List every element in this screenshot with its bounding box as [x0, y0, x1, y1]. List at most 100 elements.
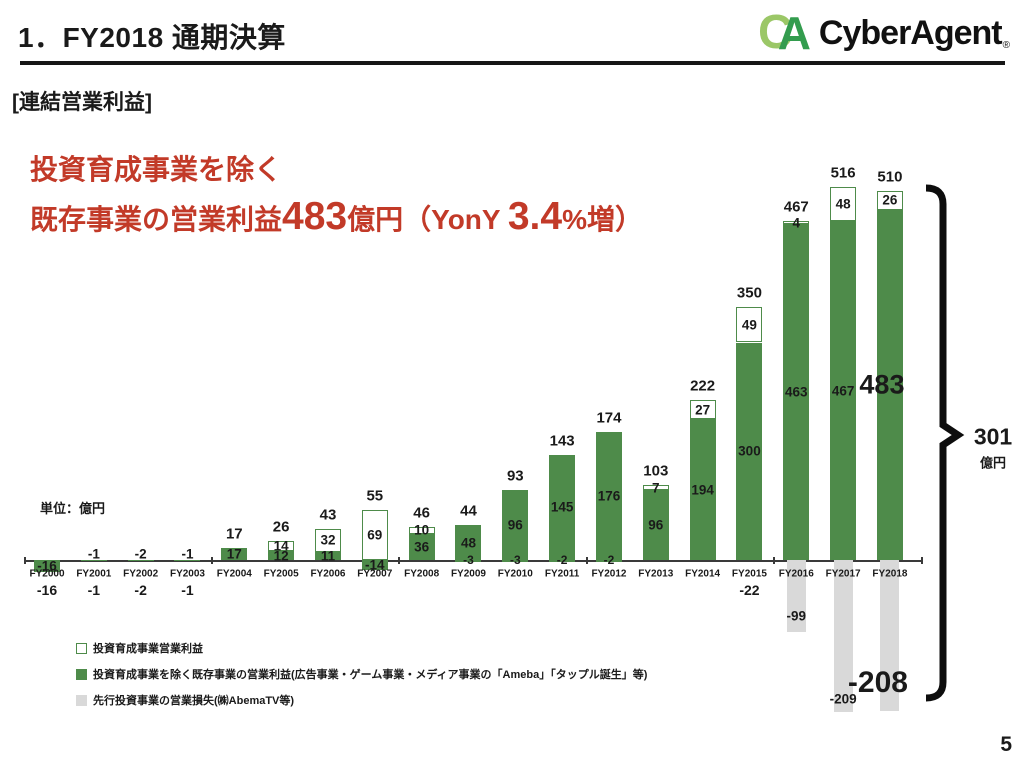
bar-invest-FY2017 — [830, 186, 857, 222]
label-year-FY2011: FY2011 — [544, 568, 580, 580]
bar-existing-FY2000 — [34, 560, 60, 572]
label-year-FY2000: FY2000 — [29, 568, 65, 580]
legend-item-existing: 投資育成事業を除く既存事業の営業利益(広告事業・ゲーム事業・メディア事業の「Am… — [76, 666, 647, 682]
axis-tick — [921, 557, 923, 564]
label-year-FY2006: FY2006 — [310, 568, 346, 580]
label-invest-FY2012: -2 — [603, 553, 615, 567]
bar-invest-FY2009 — [455, 560, 482, 563]
bar-existing-FY2013 — [642, 490, 669, 560]
label-existing-FY2005: 12 — [273, 548, 289, 564]
label-existing-FY2018: 483 — [859, 369, 905, 400]
page-title: 1．FY2018 通期決算 — [18, 22, 286, 53]
bar-lead-FY2016 — [786, 560, 806, 632]
label-lead-FY2016: -99 — [786, 608, 807, 624]
bar-existing-FY2009 — [455, 525, 482, 560]
bar-existing-FY2015 — [736, 342, 763, 560]
label-invest-FY2006: 32 — [320, 532, 336, 548]
label-year-FY2014: FY2014 — [685, 568, 721, 580]
bar-invest-FY2018 — [876, 190, 903, 210]
label-existing-FY2002: -2 — [134, 546, 147, 562]
bar-existing-FY2016 — [783, 224, 810, 560]
legend-swatch-existing-icon — [76, 668, 87, 680]
label-total-FY2014: 222 — [690, 377, 716, 395]
label-invest-FY2010: -3 — [509, 553, 521, 567]
bar-invest-FY2016 — [783, 221, 810, 225]
label-invest-FY2005: 14 — [273, 538, 289, 554]
bar-invest-FY2015 — [736, 306, 763, 343]
label-lead-FY2018: -208 — [847, 665, 908, 699]
bar-invest-FY2005 — [268, 541, 295, 552]
label-year-FY2012: FY2012 — [591, 568, 627, 580]
label-total-FY2001: -1 — [87, 582, 101, 598]
label-invest-FY2017: 48 — [835, 196, 851, 212]
highlight-line1: 投資育成事業を除く — [30, 154, 283, 185]
label-total-FY2009: 44 — [460, 502, 477, 520]
bar-existing-FY2005 — [268, 551, 295, 560]
label-total-FY2010: 93 — [506, 467, 524, 485]
bar-invest-FY2014 — [689, 399, 716, 420]
legend-swatch-invest-icon — [76, 642, 87, 654]
bar-existing-FY2006 — [314, 552, 341, 560]
label-year-FY2002: FY2002 — [123, 568, 159, 580]
label-lead-FY2017: -209 — [829, 691, 857, 707]
label-invest-FY2011: -2 — [556, 553, 568, 567]
label-year-FY2007: FY2007 — [357, 568, 393, 580]
label-year-FY2004: FY2004 — [216, 568, 252, 580]
label-invest-FY2014: 27 — [695, 402, 711, 418]
label-total-FY2017: 516 — [830, 164, 856, 182]
section-label: [連結営業利益] — [12, 91, 152, 114]
highlight-line2: 既存事業の営業利益483億円（YonY 3.4%増） — [30, 192, 643, 243]
highlight-prefix: 既存事業の営業利益 — [30, 204, 283, 236]
legend-item-invest: 投資育成事業営業利益 — [76, 640, 647, 656]
axis-tick — [398, 557, 401, 564]
bar-invest-FY2012 — [595, 560, 622, 562]
label-total-FY2003: -1 — [181, 582, 194, 598]
label-invest-FY2015: 49 — [741, 317, 757, 333]
bar-existing-FY2011 — [549, 454, 576, 560]
label-total-FY2000: -16 — [36, 582, 58, 598]
unit-note: 単位：億円 — [40, 501, 106, 516]
label-year-FY2008: FY2008 — [404, 568, 440, 580]
bar-invest-FY2013 — [642, 485, 669, 491]
label-total-FY2008: 46 — [413, 504, 430, 522]
logo-monogram-a-icon: A — [777, 7, 811, 59]
label-invest-FY2016: 4 — [792, 215, 801, 231]
highlight-suffix: %増） — [562, 204, 643, 236]
label-year-FY2018: FY2018 — [872, 568, 908, 580]
bar-invest-FY2007 — [361, 509, 388, 560]
label-existing-FY2015: 300 — [738, 443, 761, 459]
bar-existing-FY2007 — [361, 560, 388, 571]
bar-existing-FY2001 — [80, 560, 107, 561]
highlight-value-483: 483 — [282, 195, 348, 239]
label-total-FY2012: 174 — [596, 409, 622, 427]
label-total-FY2005: 26 — [272, 518, 290, 536]
highlight-mid: 億円（YonY — [347, 204, 508, 236]
label-existing-FY2013: 96 — [648, 517, 664, 533]
summary-bracket — [925, 184, 965, 702]
bar-existing-FY2010 — [502, 490, 529, 560]
label-year-FY2003: FY2003 — [169, 568, 205, 580]
label-year-FY2005: FY2005 — [263, 568, 299, 580]
label-existing-FY2014: 194 — [691, 482, 714, 498]
label-existing-FY2003: -1 — [181, 546, 194, 562]
legend: 投資育成事業営業利益 投資育成事業を除く既存事業の営業利益(広告事業・ゲーム事業… — [76, 640, 647, 718]
label-existing-FY2016: 463 — [785, 384, 808, 400]
logo-monogram-c-icon: C — [758, 6, 793, 59]
label-existing-FY2012: 176 — [597, 488, 621, 504]
label-year-FY2017: FY2017 — [825, 568, 861, 580]
bar-lead-FY2018 — [880, 560, 900, 711]
label-year-FY2009: FY2009 — [450, 568, 486, 580]
label-invest-FY2009: -3 — [463, 553, 474, 567]
label-total-FY2006: 43 — [319, 506, 337, 524]
highlight-value-yoy: 3.4 — [507, 195, 563, 239]
label-year-FY2001: FY2001 — [76, 568, 112, 580]
label-total-FY2013: 103 — [643, 462, 669, 480]
legend-swatch-lead-icon — [76, 694, 87, 706]
label-existing-FY2017: 467 — [831, 383, 855, 399]
label-existing-FY2004: 17 — [226, 546, 242, 562]
label-existing-FY2001: -1 — [87, 546, 100, 562]
label-total-FY2015: 350 — [736, 284, 762, 302]
header-divider — [20, 61, 1005, 65]
label-total-FY2004: 17 — [225, 525, 243, 543]
